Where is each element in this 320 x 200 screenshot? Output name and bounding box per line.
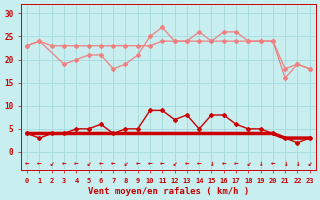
Text: ↙: ↙	[123, 159, 128, 168]
Text: ←: ←	[148, 159, 152, 168]
Text: ↙: ↙	[308, 159, 312, 168]
Text: ↙: ↙	[86, 159, 91, 168]
Text: ←: ←	[197, 159, 202, 168]
Text: ←: ←	[111, 159, 116, 168]
Text: ←: ←	[74, 159, 79, 168]
Text: ↓: ↓	[295, 159, 300, 168]
Text: ↙: ↙	[246, 159, 251, 168]
X-axis label: Vent moyen/en rafales ( km/h ): Vent moyen/en rafales ( km/h )	[88, 187, 249, 196]
Text: ←: ←	[270, 159, 275, 168]
Text: ↓: ↓	[258, 159, 263, 168]
Text: ←: ←	[160, 159, 164, 168]
Text: ←: ←	[234, 159, 238, 168]
Text: ↓: ↓	[283, 159, 287, 168]
Text: ←: ←	[185, 159, 189, 168]
Text: ←: ←	[37, 159, 42, 168]
Text: ↙: ↙	[172, 159, 177, 168]
Text: ←: ←	[135, 159, 140, 168]
Text: ←: ←	[25, 159, 29, 168]
Text: ←: ←	[221, 159, 226, 168]
Text: ↙: ↙	[50, 159, 54, 168]
Text: ↓: ↓	[209, 159, 214, 168]
Text: ←: ←	[99, 159, 103, 168]
Text: ←: ←	[62, 159, 66, 168]
